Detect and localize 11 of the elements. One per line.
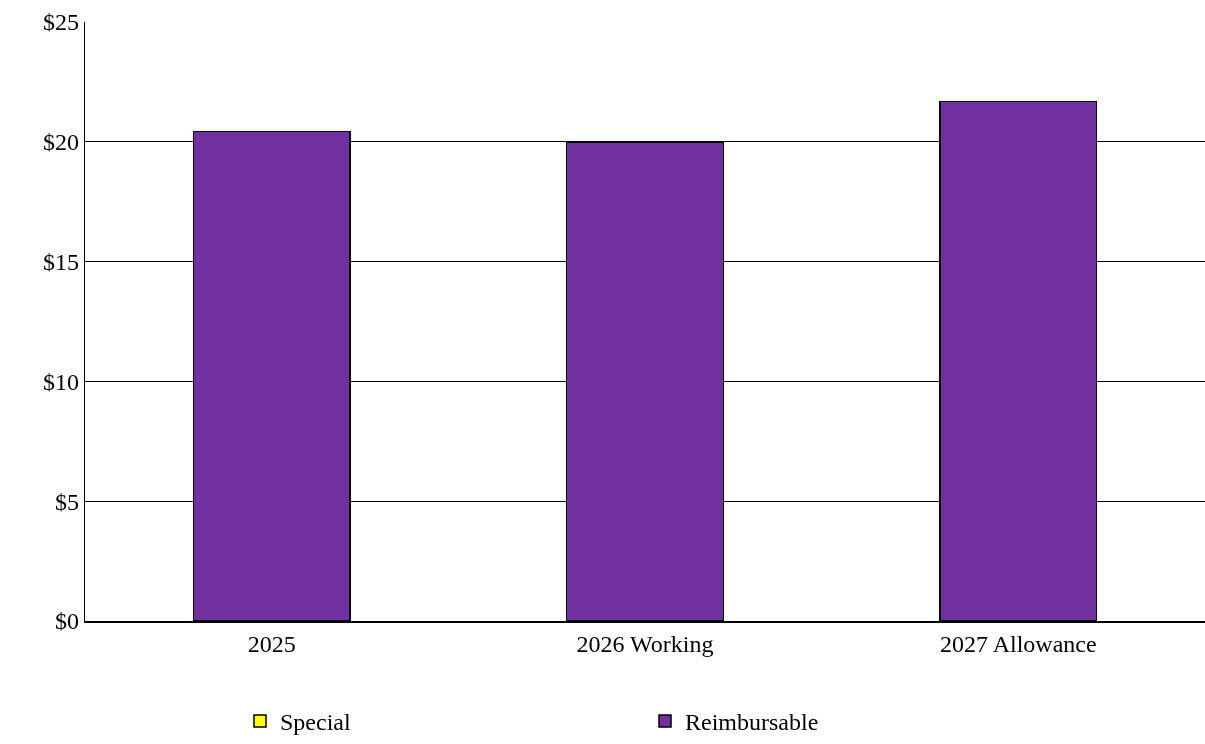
y-tick-label: $10 xyxy=(43,368,80,395)
y-tick-label: $25 xyxy=(43,9,80,36)
y-tick-label: $15 xyxy=(43,249,80,275)
y-tick-label: $0 xyxy=(55,608,80,635)
x-tick-label: 2025 xyxy=(247,630,296,657)
y-tick-label: $5 xyxy=(55,488,80,515)
x-tick-label: 2027 Allowance xyxy=(940,630,1097,657)
x-tick-label: 2026 Working xyxy=(576,630,714,657)
legend-label: Reimbursable xyxy=(685,709,819,736)
legend-label: Special xyxy=(280,709,351,736)
y-tick-label: $20 xyxy=(43,129,80,156)
